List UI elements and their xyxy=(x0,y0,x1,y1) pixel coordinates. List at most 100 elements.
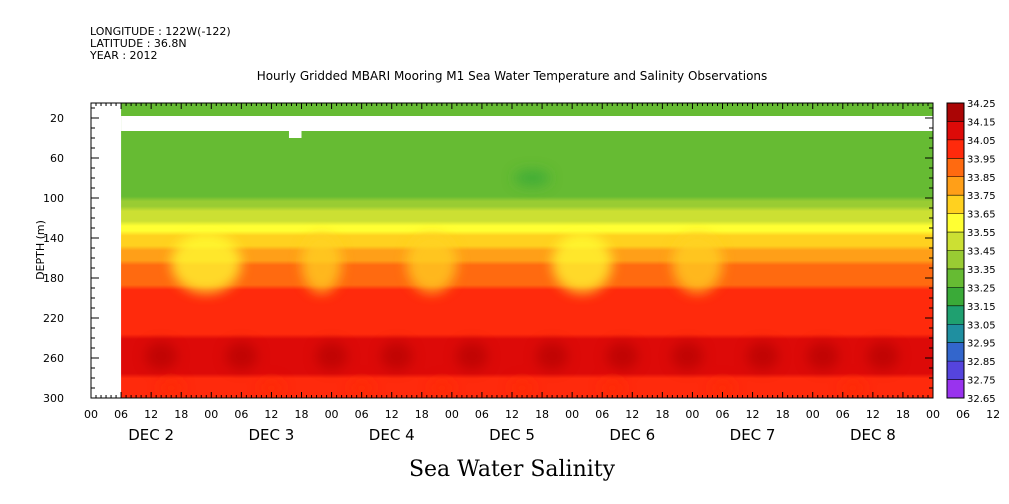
deep-core-3 xyxy=(380,342,413,370)
x-hour-label: 06 xyxy=(836,408,850,421)
colorbar: 32.65 32.75 32.85 32.95 33.05 33.15 33.25 33.35… xyxy=(946,99,996,405)
colorbar-label: 34.15 xyxy=(967,117,996,128)
deep-core-9 xyxy=(806,342,839,370)
colorbar-swatch xyxy=(947,121,964,141)
colorbar-label: 33.65 xyxy=(967,210,996,221)
x-hour-label: 12 xyxy=(385,408,399,421)
x-hour-label: 12 xyxy=(866,408,880,421)
colorbar-swatch xyxy=(947,103,964,122)
colorbar-label: 34.25 xyxy=(967,99,996,110)
colorbar-swatch xyxy=(947,379,964,399)
x-hour-label: 06 xyxy=(956,408,970,421)
x-day-label: DEC 5 xyxy=(489,426,535,444)
x-hour-label: 06 xyxy=(716,408,730,421)
y-axis: 20 60 100 140 180 220 260 300 xyxy=(43,107,933,405)
y-tick-label: 20 xyxy=(50,112,64,125)
colorbar-label: 33.55 xyxy=(967,228,996,239)
colorbar-swatch xyxy=(947,195,964,215)
x-hour-label: 12 xyxy=(986,408,1000,421)
salinity-variation xyxy=(145,170,899,398)
deep-core-0 xyxy=(145,342,178,370)
colorbar-swatch xyxy=(947,268,964,288)
x-hour-label: 18 xyxy=(896,408,910,421)
colorbar-swatch xyxy=(947,324,964,344)
x-hour-label: 18 xyxy=(174,408,188,421)
lower-patch-7 xyxy=(840,378,865,398)
y-tick-label: 220 xyxy=(43,312,64,325)
colorbar-label: 33.95 xyxy=(967,154,996,165)
longitude-label: LONGITUDE : 122W(-122) xyxy=(90,25,231,38)
x-hour-label: 18 xyxy=(295,408,309,421)
lower-patch-0 xyxy=(159,378,184,398)
data-gap-0 xyxy=(91,103,122,398)
x-hour-label: 00 xyxy=(685,408,699,421)
x-hour-label: 00 xyxy=(926,408,940,421)
x-hour-label: 06 xyxy=(234,408,248,421)
chart-title: Hourly Gridded MBARI Mooring M1 Sea Wate… xyxy=(257,69,768,83)
x-day-label: DEC 2 xyxy=(128,426,174,444)
plot-area xyxy=(91,103,933,398)
y-tick-label: 140 xyxy=(43,232,64,245)
data-gap-notch xyxy=(288,131,302,138)
colorbar-swatch xyxy=(947,232,964,251)
lower-patch-2 xyxy=(349,378,374,398)
x-hour-label: 12 xyxy=(505,408,519,421)
x-hour-label: 06 xyxy=(114,408,128,421)
x-hour-label: 00 xyxy=(325,408,339,421)
x-hour-label: 18 xyxy=(535,408,549,421)
colorbar-label: 33.15 xyxy=(967,302,996,313)
lower-patch-3 xyxy=(429,378,454,398)
y-tick-label: 300 xyxy=(43,392,64,405)
lower-patch-6 xyxy=(710,378,735,398)
deep-core-8 xyxy=(746,342,779,370)
colorbar-swatch xyxy=(947,250,964,270)
y-tick-label: 260 xyxy=(43,352,64,365)
lower-patch-1 xyxy=(259,378,284,398)
colorbar-label: 33.45 xyxy=(967,247,996,258)
colorbar-swatch xyxy=(947,287,964,307)
deep-core-5 xyxy=(536,342,569,370)
x-day-label: DEC 4 xyxy=(369,426,415,444)
x-hour-label: 12 xyxy=(264,408,278,421)
colorbar-label: 32.85 xyxy=(967,357,996,368)
deep-core-6 xyxy=(606,342,639,370)
colorbar-label: 32.65 xyxy=(967,394,996,405)
colorbar-label: 33.35 xyxy=(967,265,996,276)
x-day-label: DEC 3 xyxy=(249,426,295,444)
x-axis: 00 06 12 18 00 06 12 18 00 06 12 18 00 06 12 18 00 06 12 18… xyxy=(84,103,1000,444)
data-gaps xyxy=(91,103,933,398)
colorbar-label: 33.85 xyxy=(967,173,996,184)
x-hour-label: 06 xyxy=(475,408,489,421)
x-hour-label: 06 xyxy=(595,408,609,421)
x-day-label: DEC 7 xyxy=(730,426,776,444)
x-hour-label: 00 xyxy=(84,408,98,421)
x-hour-label: 12 xyxy=(746,408,760,421)
low-salinity-patch xyxy=(514,170,551,186)
colorbar-swatch xyxy=(947,139,964,159)
deep-core-10 xyxy=(866,342,899,370)
deep-core-7 xyxy=(671,342,704,370)
lower-patch-4 xyxy=(510,378,535,398)
x-day-label: DEC 8 xyxy=(850,426,896,444)
x-hour-label: 00 xyxy=(565,408,579,421)
x-hour-label: 12 xyxy=(625,408,639,421)
deep-core-4 xyxy=(455,342,488,370)
salinity-dip-1 xyxy=(406,233,457,293)
latitude-label: LATITUDE : 36.8N xyxy=(90,37,187,50)
x-axis-title: Sea Water Salinity xyxy=(409,457,616,482)
lower-patch-5 xyxy=(600,378,625,398)
salinity-dip-2 xyxy=(552,233,613,293)
x-hour-label: 00 xyxy=(806,408,820,421)
colorbar-label: 32.95 xyxy=(967,339,996,350)
y-axis-title: DEPTH (m) xyxy=(34,220,47,280)
colorbar-swatch xyxy=(947,158,964,178)
colorbar-label: 33.75 xyxy=(967,191,996,202)
salinity-dip-4 xyxy=(301,233,342,293)
y-tick-label: 100 xyxy=(43,192,64,205)
x-hour-label: 00 xyxy=(204,408,218,421)
colorbar-label: 33.25 xyxy=(967,283,996,294)
x-hour-label: 18 xyxy=(776,408,790,421)
deep-core-1 xyxy=(225,342,258,370)
colorbar-label: 33.05 xyxy=(967,320,996,331)
